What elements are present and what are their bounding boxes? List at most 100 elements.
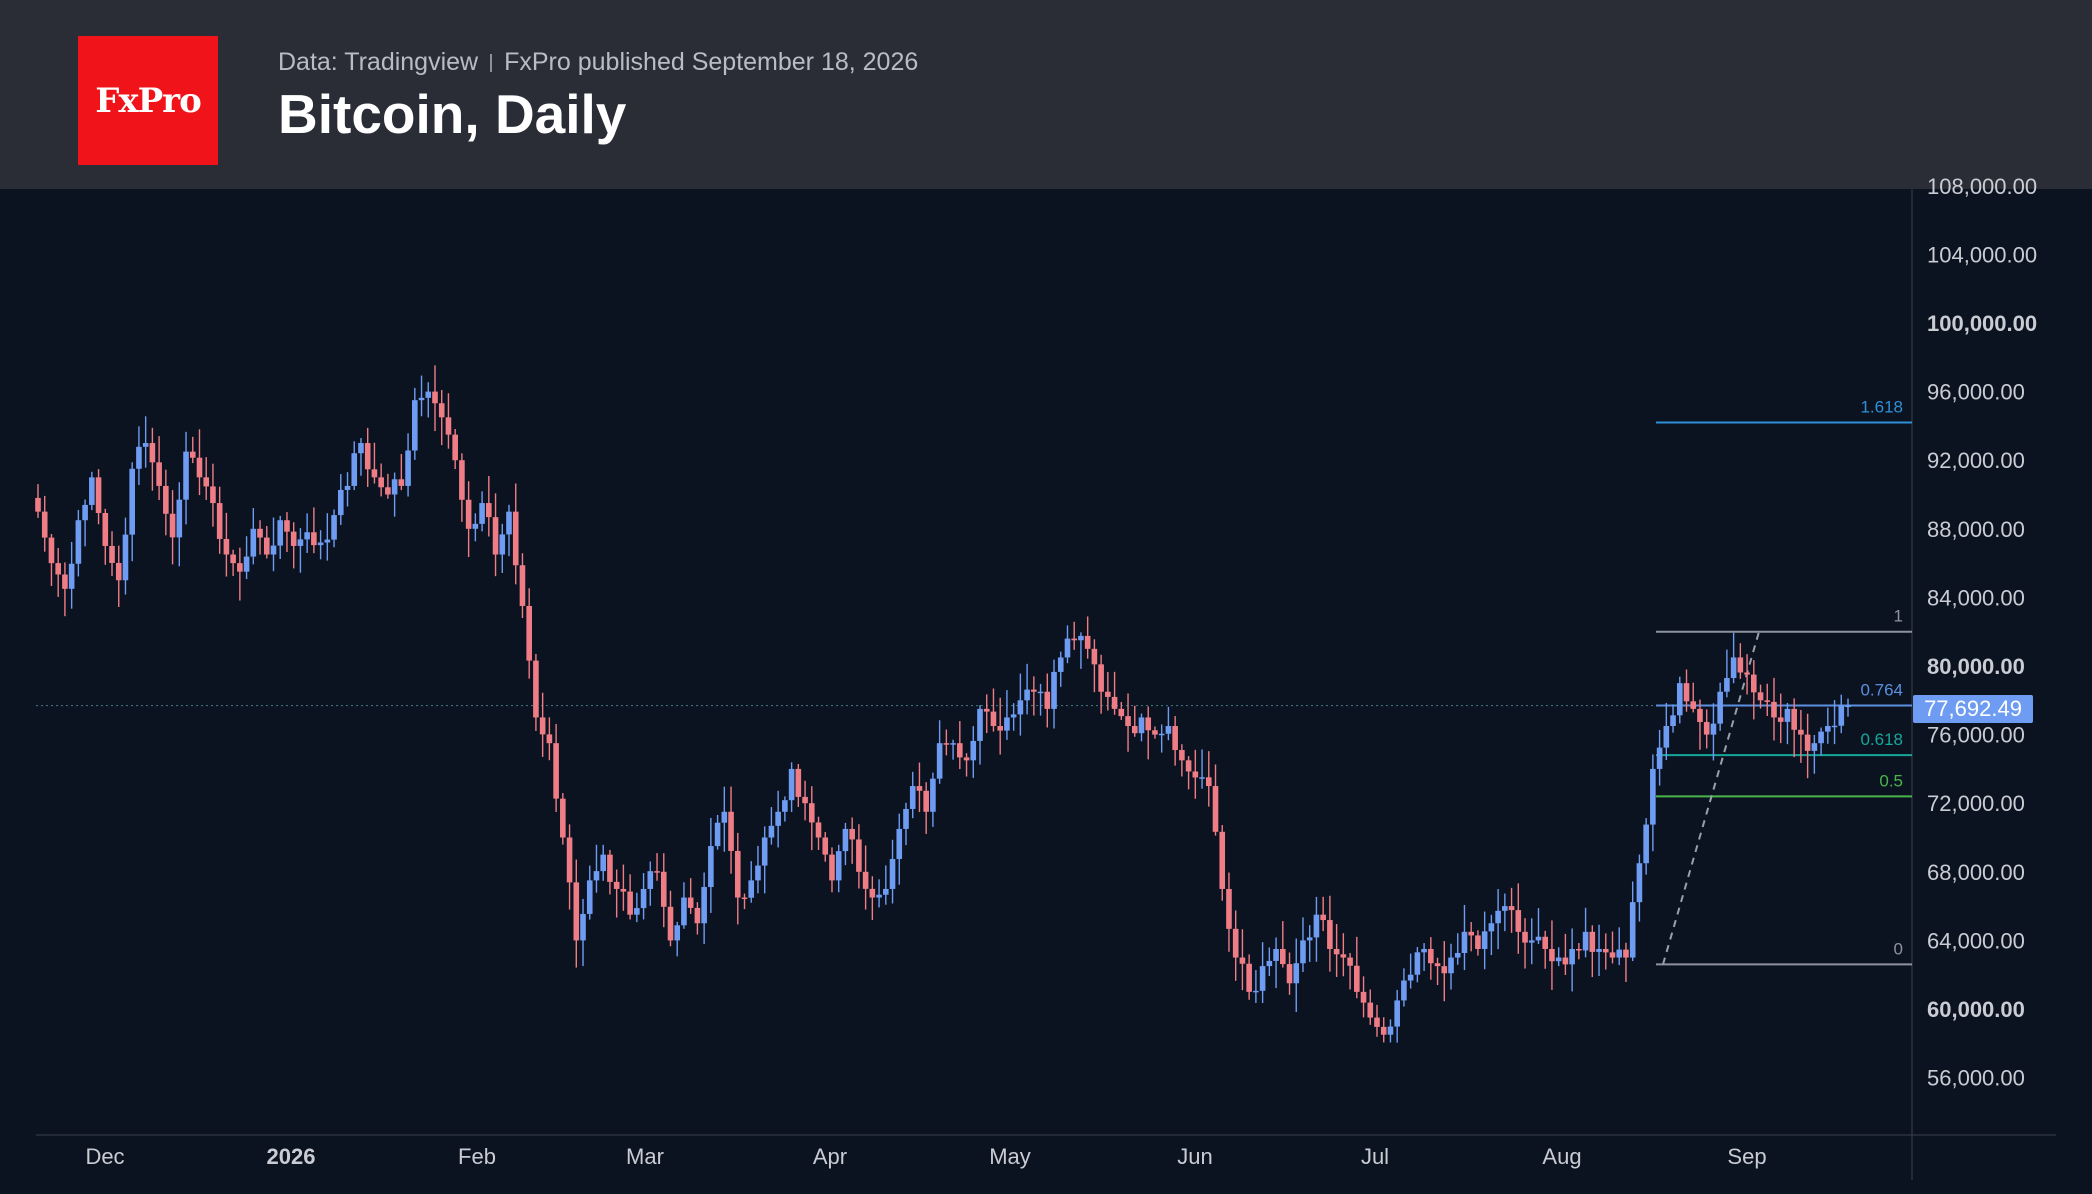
y-tick-label: 104,000.00 (1927, 242, 2037, 267)
candle-body (230, 554, 236, 564)
y-tick-label: 72,000.00 (1927, 791, 2025, 816)
candle-body (936, 743, 943, 779)
candle-body (1401, 980, 1407, 1001)
candle-body (1165, 726, 1172, 734)
candle-body (1320, 914, 1326, 921)
y-tick-label: 60,000.00 (1927, 997, 2025, 1022)
candle-body (909, 786, 916, 809)
candle-body (701, 887, 707, 924)
candle-body (1549, 948, 1555, 962)
candle-body (1750, 674, 1757, 693)
candle-body (957, 743, 963, 758)
candle-body (802, 796, 808, 804)
candle-body (1051, 671, 1057, 709)
candle-body (216, 503, 223, 539)
candle-body (1105, 691, 1111, 697)
y-tick-label: 80,000.00 (1927, 654, 2025, 679)
candle-body (1125, 716, 1131, 727)
fib-level-label: 0.764 (1860, 680, 1903, 699)
candle-body (1434, 963, 1441, 967)
candle-body (1367, 1002, 1374, 1018)
y-tick-label: 100,000.00 (1927, 311, 2037, 336)
x-tick-label: 2026 (267, 1144, 316, 1169)
candle-body (196, 457, 203, 478)
candle-body (412, 400, 418, 451)
candle-body (297, 539, 304, 546)
candle-body (1757, 692, 1764, 701)
candle-body (337, 489, 344, 516)
candle-body (486, 503, 492, 518)
candle-body (1266, 960, 1273, 967)
candle-body (539, 717, 546, 735)
candle-body (1542, 936, 1549, 949)
candle-body (1327, 920, 1333, 949)
candle-body (1421, 948, 1427, 953)
candle-body (1259, 966, 1266, 991)
candle-body (1340, 954, 1347, 958)
candle-body (1804, 734, 1811, 751)
logo-text: FxPro (95, 80, 202, 121)
candle-body (311, 532, 317, 546)
candle-body (1703, 722, 1710, 735)
candle-body (75, 520, 82, 564)
candle-body (1286, 964, 1293, 984)
candle-body (1596, 948, 1602, 952)
candle-body (674, 925, 681, 941)
candle-body (176, 499, 183, 538)
candle-body (1179, 750, 1185, 761)
candle-body (129, 468, 136, 535)
candle-body (1582, 931, 1589, 951)
candle-body (1475, 935, 1481, 949)
candle-body (189, 451, 196, 458)
candle-body (115, 562, 122, 581)
candle-body (1845, 705, 1851, 708)
candle-body (398, 479, 405, 486)
candle-body (1394, 1000, 1400, 1027)
candle-body (687, 897, 694, 908)
x-tick-label: Aug (1542, 1144, 1581, 1169)
y-tick-label: 76,000.00 (1927, 723, 2025, 748)
candle-body (68, 563, 75, 589)
candle-body (1205, 777, 1212, 787)
candle-body (62, 574, 68, 589)
candle-body (1515, 910, 1522, 932)
candle-body (277, 520, 284, 546)
candle-body (1199, 777, 1205, 779)
candle-body (889, 859, 896, 889)
candle-body (856, 839, 862, 872)
candle-body (371, 469, 378, 478)
candle-body (95, 477, 102, 514)
candle-body (519, 565, 526, 606)
candle-body (89, 477, 95, 505)
candle-body (1717, 691, 1723, 724)
candle-body (1461, 931, 1468, 953)
candle-body (149, 443, 156, 463)
candle-body (1414, 952, 1421, 975)
candle-body (385, 487, 391, 495)
candle-body (1226, 888, 1232, 929)
chart-subtitle: Data: Tradingview FxPro published Septemb… (278, 48, 918, 77)
candle-body (580, 913, 586, 941)
candle-body (122, 534, 129, 581)
candle-body (782, 800, 788, 812)
candle-body (1145, 717, 1152, 731)
candle-body (1777, 717, 1784, 722)
candle-body (1078, 635, 1084, 641)
candle-body (761, 837, 768, 866)
candle-body (344, 485, 351, 490)
candle-body (667, 906, 674, 941)
candle-body (660, 871, 667, 907)
candle-body (351, 453, 358, 486)
candle-body (1024, 689, 1030, 701)
candle-body (1131, 726, 1138, 734)
candle-body (1387, 1026, 1394, 1035)
candle-body (1569, 948, 1575, 965)
fxpro-logo: FxPro (78, 36, 218, 165)
candle-body (970, 740, 977, 761)
candle-body (1656, 747, 1663, 769)
candle-body (694, 907, 701, 924)
candle-body (270, 545, 277, 555)
candle-body (317, 542, 324, 546)
candle-body (512, 511, 519, 566)
x-tick-label: Jun (1177, 1144, 1212, 1169)
